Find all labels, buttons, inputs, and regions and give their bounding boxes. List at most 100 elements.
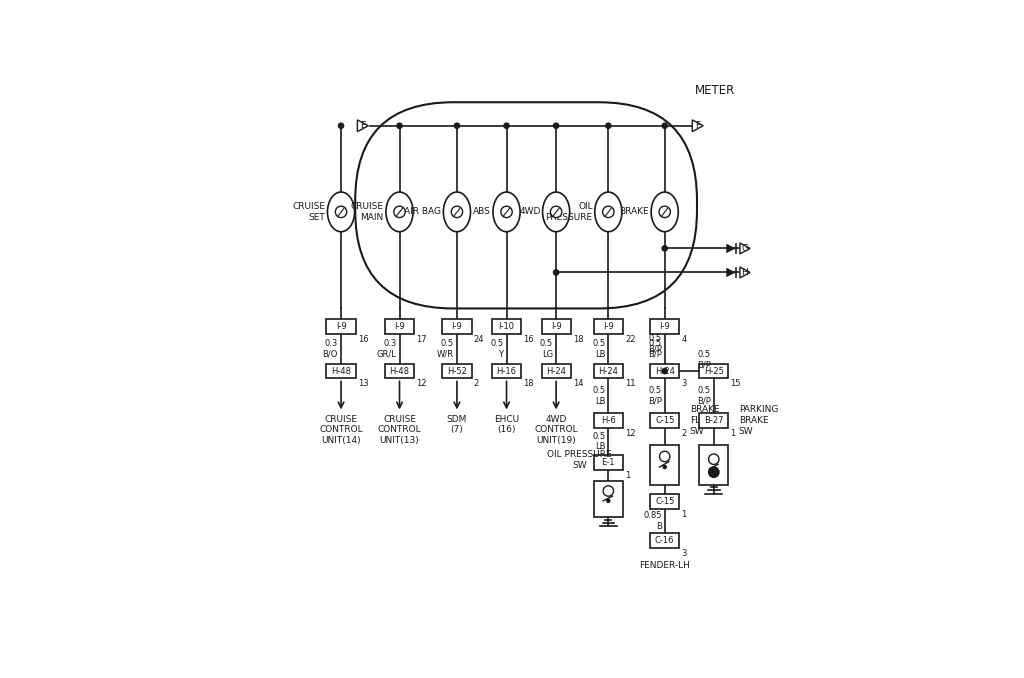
FancyBboxPatch shape: [542, 364, 570, 378]
Text: 0.5
LB: 0.5 LB: [592, 432, 605, 452]
Text: B-27: B-27: [705, 416, 724, 425]
FancyBboxPatch shape: [650, 445, 679, 485]
FancyBboxPatch shape: [594, 319, 623, 334]
Text: AIR BAG: AIR BAG: [404, 207, 441, 216]
Text: I-9: I-9: [659, 322, 670, 332]
Circle shape: [554, 123, 559, 128]
Polygon shape: [357, 120, 369, 132]
FancyBboxPatch shape: [594, 364, 623, 378]
Text: 0.5
B/P: 0.5 B/P: [696, 350, 711, 370]
Text: 12: 12: [625, 429, 636, 438]
FancyBboxPatch shape: [594, 414, 623, 428]
Text: 0.5
Y: 0.5 Y: [490, 339, 504, 359]
Text: CRUISE
CONTROL
UNIT(14): CRUISE CONTROL UNIT(14): [319, 415, 362, 445]
Ellipse shape: [386, 192, 413, 232]
Text: 0.5
B/P: 0.5 B/P: [648, 386, 662, 405]
Text: H-24: H-24: [598, 367, 618, 376]
Ellipse shape: [543, 192, 569, 232]
Circle shape: [335, 206, 347, 218]
Text: 24: 24: [474, 335, 484, 344]
Text: CRUISE
SET: CRUISE SET: [293, 202, 326, 222]
Text: 11: 11: [625, 380, 636, 388]
Text: E: E: [359, 121, 366, 130]
Ellipse shape: [443, 192, 470, 232]
FancyBboxPatch shape: [327, 364, 355, 378]
Circle shape: [603, 206, 614, 218]
Circle shape: [338, 123, 344, 128]
Circle shape: [607, 499, 610, 502]
Circle shape: [709, 454, 719, 464]
Text: 14: 14: [572, 380, 584, 388]
Circle shape: [663, 123, 668, 128]
Circle shape: [501, 206, 512, 218]
Text: 0.5
LB: 0.5 LB: [592, 339, 605, 359]
Text: H-6: H-6: [601, 416, 615, 425]
Text: 4: 4: [681, 335, 687, 344]
Polygon shape: [726, 243, 735, 253]
Ellipse shape: [651, 192, 678, 232]
FancyBboxPatch shape: [385, 364, 414, 378]
FancyBboxPatch shape: [492, 364, 521, 378]
Text: BRAKE: BRAKE: [620, 207, 649, 216]
Text: 17: 17: [416, 335, 427, 344]
FancyBboxPatch shape: [442, 364, 471, 378]
FancyBboxPatch shape: [442, 319, 471, 334]
Text: I-9: I-9: [452, 322, 462, 332]
Text: H-48: H-48: [331, 367, 351, 376]
Text: I-9: I-9: [336, 322, 346, 332]
Text: 2: 2: [474, 380, 479, 388]
Text: 15: 15: [730, 380, 741, 388]
Text: 22: 22: [625, 335, 636, 344]
Text: 16: 16: [523, 335, 534, 344]
Circle shape: [554, 270, 559, 275]
Text: E-1: E-1: [601, 458, 615, 467]
Text: SDM
(7): SDM (7): [446, 415, 467, 435]
Text: 4WD
CONTROL
UNIT(19): 4WD CONTROL UNIT(19): [535, 415, 578, 445]
Text: H-24: H-24: [654, 367, 675, 376]
FancyBboxPatch shape: [355, 102, 697, 308]
Ellipse shape: [328, 192, 354, 232]
Text: H-25: H-25: [703, 367, 724, 376]
FancyBboxPatch shape: [650, 534, 679, 548]
Text: PARKING
BRAKE
SW: PARKING BRAKE SW: [739, 405, 778, 437]
Circle shape: [452, 206, 463, 218]
Polygon shape: [692, 120, 703, 132]
Text: I-9: I-9: [394, 322, 404, 332]
FancyBboxPatch shape: [385, 319, 414, 334]
Text: ABS: ABS: [473, 207, 490, 216]
Circle shape: [394, 206, 406, 218]
Text: 2: 2: [681, 429, 687, 438]
Text: OIL PRESSURE
SW: OIL PRESSURE SW: [547, 450, 612, 470]
Text: C-15: C-15: [655, 497, 675, 506]
Text: 1: 1: [681, 510, 687, 519]
Text: FENDER-LH: FENDER-LH: [639, 561, 690, 570]
Circle shape: [504, 123, 509, 128]
Polygon shape: [740, 267, 751, 278]
Text: 1: 1: [730, 429, 735, 438]
Text: 3: 3: [681, 549, 687, 558]
Text: OIL
PRESSURE: OIL PRESSURE: [546, 202, 593, 222]
Text: CRUISE
MAIN: CRUISE MAIN: [351, 202, 384, 222]
Text: H-52: H-52: [447, 367, 467, 376]
Text: I-9: I-9: [551, 322, 561, 332]
Text: H: H: [741, 268, 748, 277]
Text: H-48: H-48: [389, 367, 410, 376]
Text: G: G: [741, 244, 749, 253]
Polygon shape: [740, 243, 751, 254]
Text: 0.5
LG: 0.5 LG: [540, 339, 553, 359]
Circle shape: [397, 123, 402, 128]
FancyBboxPatch shape: [650, 364, 679, 378]
Text: C-16: C-16: [655, 536, 675, 545]
Text: 18: 18: [572, 335, 584, 344]
Text: C-15: C-15: [655, 416, 675, 425]
Text: 13: 13: [357, 380, 369, 388]
Text: 0.5
B/P: 0.5 B/P: [648, 339, 662, 359]
Text: 0.3
GR/L: 0.3 GR/L: [377, 339, 396, 359]
Text: H-16: H-16: [497, 367, 516, 376]
FancyBboxPatch shape: [327, 319, 355, 334]
Text: F: F: [694, 121, 699, 130]
FancyBboxPatch shape: [699, 414, 728, 428]
FancyBboxPatch shape: [650, 319, 679, 334]
Polygon shape: [726, 268, 735, 277]
Ellipse shape: [595, 192, 622, 232]
